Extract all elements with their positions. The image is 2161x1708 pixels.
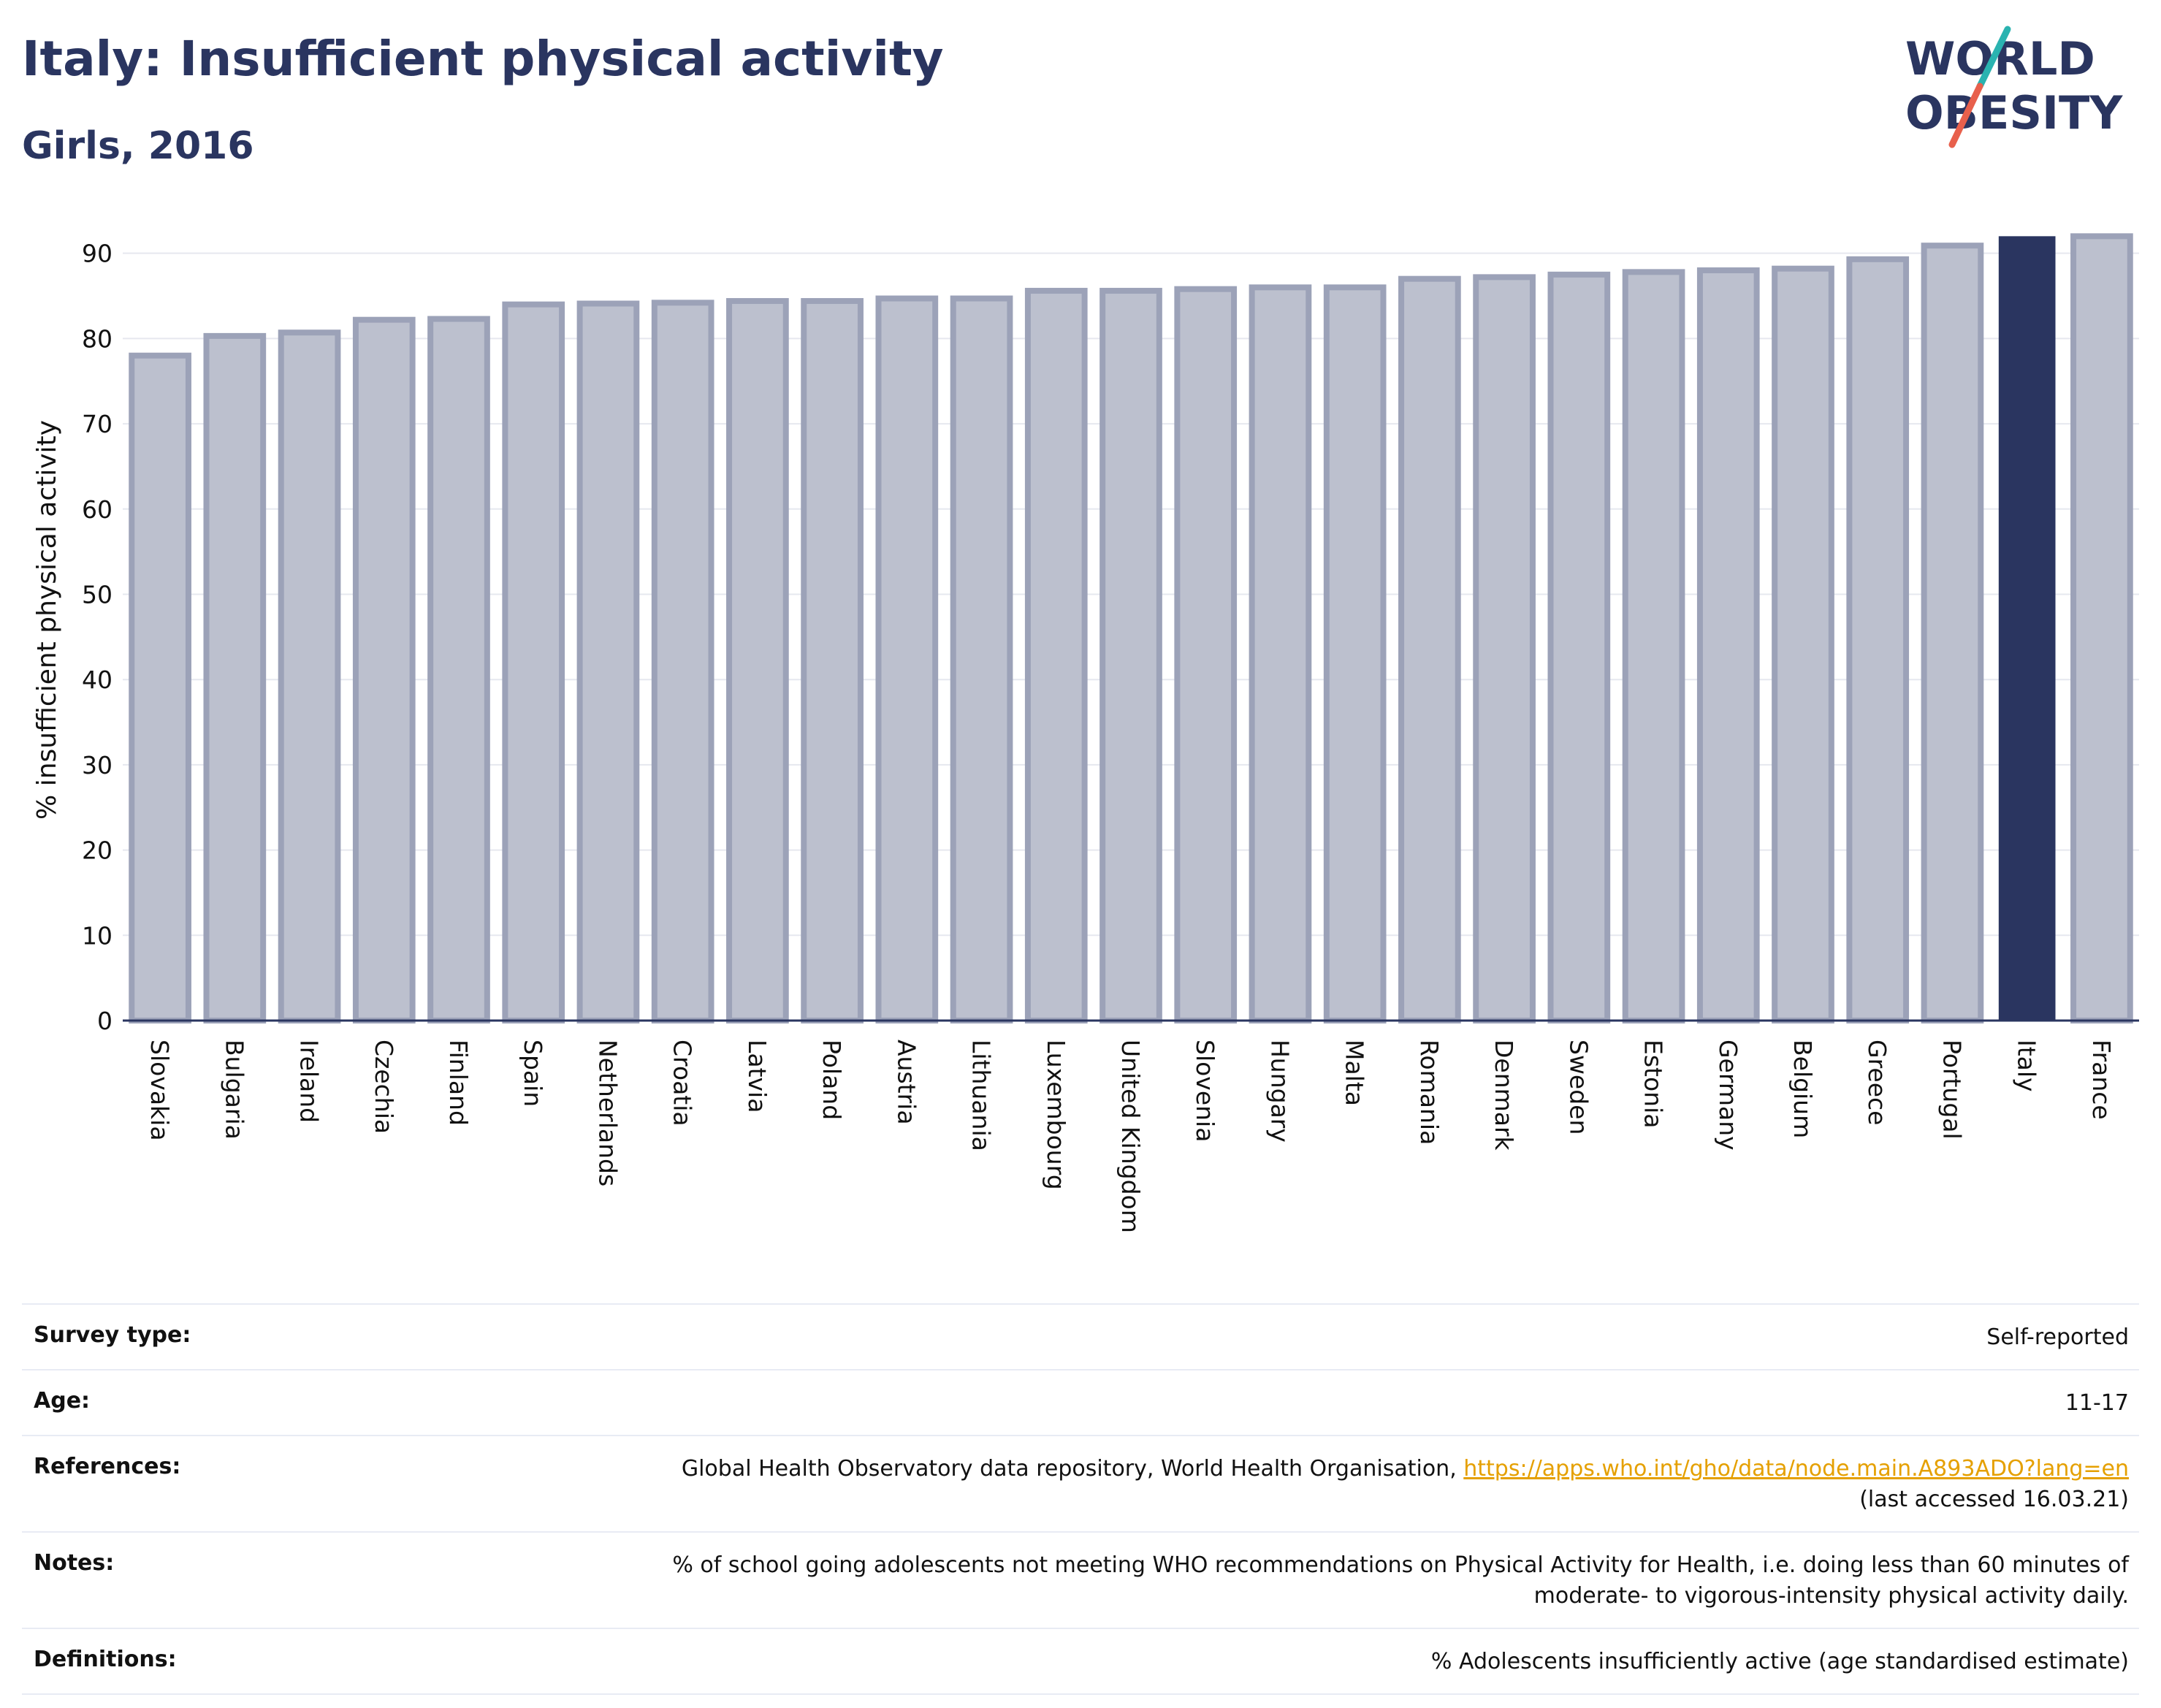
references-label: References: xyxy=(34,1454,181,1479)
y-axis-title: % insufficient physical activity xyxy=(32,420,62,820)
notes-label: Notes: xyxy=(34,1550,115,1576)
bar-romania xyxy=(1398,275,1461,1024)
references-value: Global Health Observatory data repositor… xyxy=(682,1454,2129,1515)
bar-lithuania xyxy=(950,295,1013,1024)
bars-layer xyxy=(129,233,2133,1024)
bar-denmark xyxy=(1473,274,1536,1024)
x-tick-label: Malta xyxy=(1341,1040,1369,1106)
bar-spain xyxy=(502,301,565,1023)
bar-poland xyxy=(801,298,864,1023)
bar-belgium xyxy=(1772,265,1834,1023)
y-tick-label: 60 xyxy=(82,495,113,524)
bar-estonia xyxy=(1622,269,1685,1023)
bar-slovenia xyxy=(1174,286,1238,1023)
y-tick-label: 90 xyxy=(82,240,113,268)
age-value: 11-17 xyxy=(2065,1390,2129,1416)
x-tick-label: Belgium xyxy=(1788,1040,1817,1138)
references-accessed: (last accessed 16.03.21) xyxy=(1859,1487,2129,1512)
logo-slash-bottom xyxy=(1948,83,1983,148)
bar-netherlands xyxy=(576,300,640,1023)
chart-title: Italy: Insufficient physical activity xyxy=(22,31,944,87)
y-tick-label: 40 xyxy=(82,666,113,694)
x-tick-label: United Kingdom xyxy=(1116,1040,1145,1233)
bar-italy xyxy=(1998,236,2056,1021)
x-tick-label: France xyxy=(2087,1040,2116,1120)
age-label: Age: xyxy=(34,1388,91,1414)
y-tick-label: 30 xyxy=(82,751,113,779)
x-tick-label: Latvia xyxy=(743,1040,771,1113)
bar-malta xyxy=(1323,284,1387,1023)
x-tick-label: Austria xyxy=(892,1040,921,1125)
info-row-notes: Notes: % of school going adolescents not… xyxy=(22,1531,2139,1628)
survey-type-label: Survey type: xyxy=(34,1322,191,1348)
x-tick-label: Slovenia xyxy=(1191,1040,1219,1142)
bar-slovakia xyxy=(129,352,191,1024)
x-tick-label: Croatia xyxy=(668,1040,697,1126)
bar-bulgaria xyxy=(203,332,267,1024)
y-tick-label: 70 xyxy=(82,410,113,438)
x-tick-label: Lithuania xyxy=(967,1040,996,1151)
x-tick-label: Greece xyxy=(1863,1040,1891,1125)
x-tick-label: Italy xyxy=(2013,1040,2041,1092)
info-row-references: References: Global Health Observatory da… xyxy=(22,1435,2139,1531)
bar-greece xyxy=(1846,256,1910,1024)
logo-word-obesity: OBESITY xyxy=(1905,86,2123,140)
info-row-survey-type: Survey type: Self-reported xyxy=(22,1303,2139,1369)
world-obesity-logo: WORLD OBESITY xyxy=(1905,26,2123,148)
bar-finland xyxy=(427,316,490,1023)
bar-hungary xyxy=(1249,284,1312,1023)
x-tick-label: Poland xyxy=(817,1040,846,1120)
x-tick-label: Romania xyxy=(1415,1040,1444,1145)
info-table: Survey type: Self-reported Age: 11-17 Re… xyxy=(22,1303,2139,1695)
info-row-definitions: Definitions: % Adolescents insufficientl… xyxy=(22,1628,2139,1695)
y-tick-label: 50 xyxy=(82,580,113,609)
bar-croatia xyxy=(651,300,714,1023)
bar-germany xyxy=(1696,267,1760,1024)
logo-slash-top xyxy=(1976,26,2011,90)
bar-czechia xyxy=(352,316,416,1023)
x-tick-label: Ireland xyxy=(295,1040,324,1123)
notes-value: % of school going adolescents not meetin… xyxy=(672,1550,2129,1612)
chart-subtitle: Girls, 2016 xyxy=(22,124,254,168)
references-link[interactable]: https://apps.who.int/gho/data/node.main.… xyxy=(1463,1456,2129,1482)
x-tick-label: Portugal xyxy=(1937,1040,1966,1140)
x-tick-label: Czechia xyxy=(370,1040,398,1134)
bar-austria xyxy=(875,295,939,1024)
bar-sweden xyxy=(1547,271,1611,1023)
x-tick-label: Luxembourg xyxy=(1042,1040,1070,1190)
x-tick-label: Bulgaria xyxy=(220,1040,248,1140)
y-tick-label: 80 xyxy=(82,324,113,353)
axes-layer: 0 10 20 30 40 50 60 70 80 90 Slovakia Bulgaria Irela… xyxy=(82,240,2139,1233)
bar-ireland xyxy=(278,329,341,1024)
x-tick-label: Sweden xyxy=(1564,1040,1593,1135)
info-row-age: Age: 11-17 xyxy=(22,1369,2139,1435)
bar-portugal xyxy=(1921,243,1984,1024)
references-text: Global Health Observatory data repositor… xyxy=(681,1456,1464,1482)
bar-latvia xyxy=(726,298,789,1023)
y-tick-label: 10 xyxy=(82,921,113,950)
notes-line-2: moderate- to vigorous-intensity physical… xyxy=(1533,1583,2129,1609)
x-tick-label: Hungary xyxy=(1265,1040,1294,1143)
x-tick-label: Denmark xyxy=(1490,1040,1518,1151)
bar-france xyxy=(2070,233,2133,1023)
bar-luxembourg xyxy=(1024,288,1088,1023)
x-tick-label: Spain xyxy=(519,1040,547,1107)
y-tick-label: 20 xyxy=(82,836,113,865)
bar-united-kingdom xyxy=(1099,288,1162,1023)
bar-chart: 0 10 20 30 40 50 60 70 80 90 Slovakia Bulgaria Irela… xyxy=(32,233,2139,1233)
survey-type-value: Self-reported xyxy=(1986,1324,2129,1350)
x-tick-label: Netherlands xyxy=(593,1040,622,1186)
definitions-value: % Adolescents insufficiently active (age… xyxy=(1430,1649,2129,1674)
x-tick-label: Finland xyxy=(444,1040,473,1126)
x-tick-label: Estonia xyxy=(1639,1040,1668,1128)
y-tick-label: 0 xyxy=(97,1007,113,1035)
x-tick-label: Germany xyxy=(1714,1040,1742,1151)
definitions-label: Definitions: xyxy=(34,1647,177,1672)
notes-line-1: % of school going adolescents not meetin… xyxy=(672,1552,2129,1578)
x-tick-label: Slovakia xyxy=(145,1040,174,1141)
